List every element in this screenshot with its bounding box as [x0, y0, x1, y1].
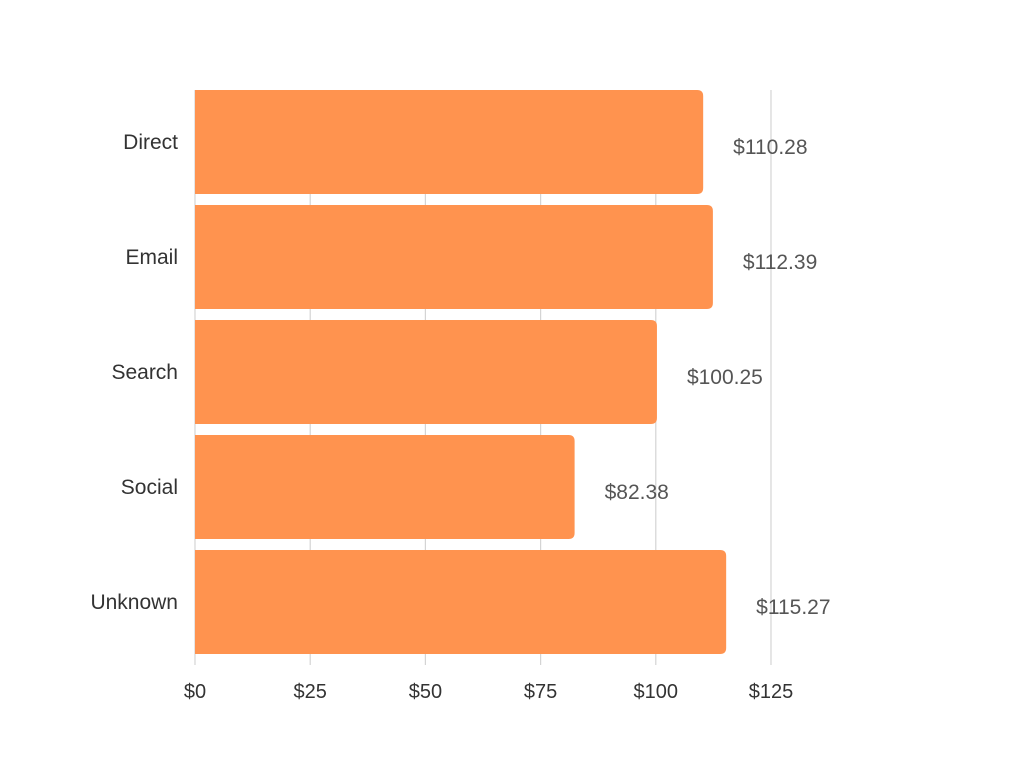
data-label-direct: $110.28 [733, 136, 807, 159]
data-label-social: $82.38 [605, 481, 669, 504]
bar-social [195, 435, 575, 539]
data-label-search: $100.25 [687, 366, 763, 389]
data-labels: $110.28 $112.39 $100.25 $82.38 $115.27 [605, 136, 831, 619]
bar-unknown [195, 550, 727, 654]
category-label-direct: Direct [123, 131, 178, 154]
data-label-unknown: $115.27 [756, 596, 830, 619]
x-tick-label: $50 [409, 681, 442, 703]
x-tick-label: $125 [749, 681, 794, 703]
bars-layer [195, 90, 727, 654]
category-label-unknown: Unknown [90, 591, 178, 614]
bar-direct [195, 90, 704, 194]
category-label-search: Search [111, 361, 178, 384]
data-label-email: $112.39 [743, 251, 817, 274]
bar-search [195, 320, 657, 424]
x-axis-tick-labels: $0 $25 $50 $75 $100 $125 [184, 681, 793, 703]
category-label-email: Email [125, 246, 178, 269]
category-label-social: Social [121, 476, 178, 499]
category-labels: Direct Email Search Social Unknown [90, 131, 178, 614]
bar-email [195, 205, 713, 309]
x-tick-label: $100 [634, 681, 679, 703]
x-tick-label: $0 [184, 681, 206, 703]
x-tick-label: $75 [524, 681, 557, 703]
x-tick-label: $25 [294, 681, 327, 703]
